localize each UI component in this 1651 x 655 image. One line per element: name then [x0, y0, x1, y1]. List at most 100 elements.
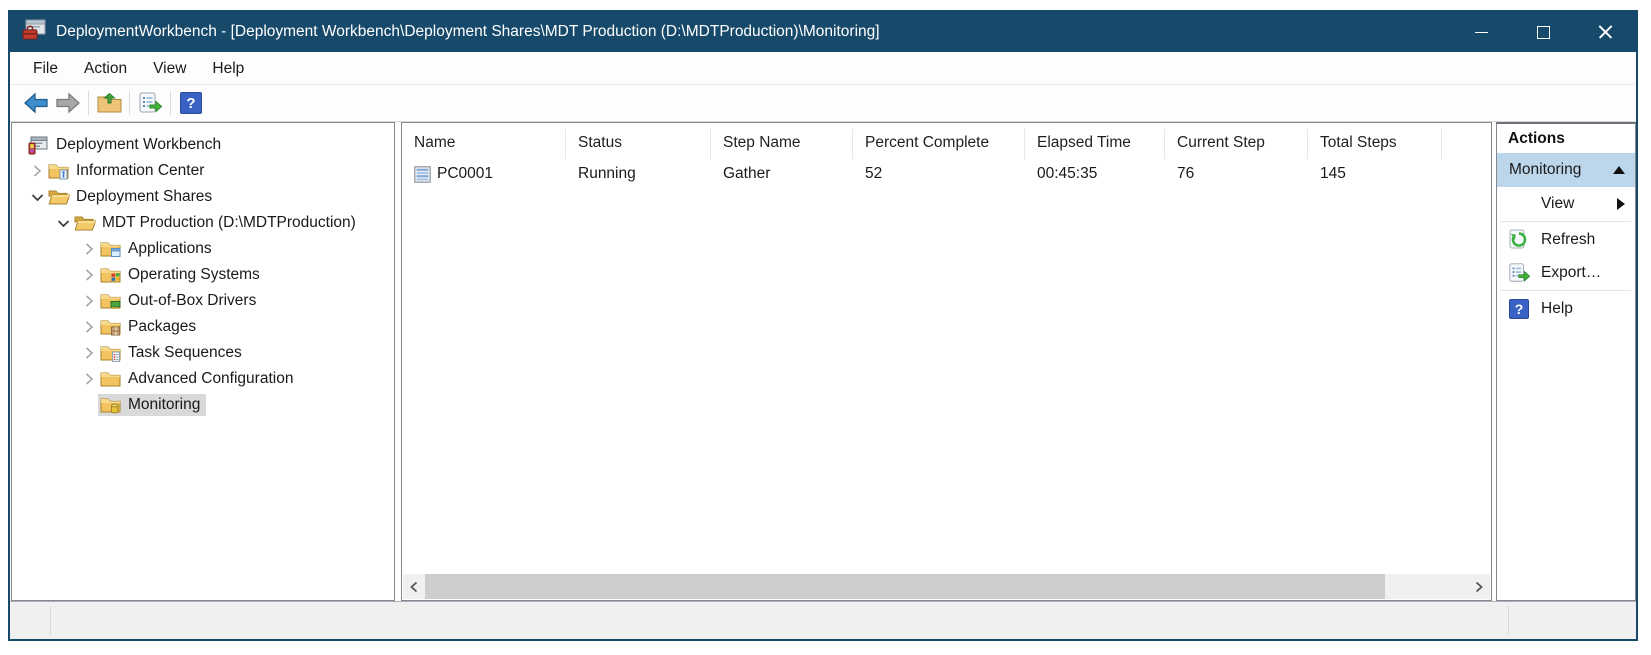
mmc-console-icon	[22, 19, 46, 46]
toolbar-separator	[170, 91, 171, 115]
action-refresh[interactable]: Refresh	[1497, 223, 1635, 256]
operating-systems-folder-icon	[100, 266, 122, 284]
export-list-button[interactable]	[134, 88, 166, 118]
action-label: View	[1541, 194, 1575, 212]
tree-item-advanced-configuration[interactable]: Advanced Configuration	[12, 366, 394, 392]
forward-icon	[56, 92, 80, 114]
chevron-right-icon[interactable]	[78, 346, 100, 360]
chevron-right-icon[interactable]	[78, 320, 100, 334]
menu-bar: File Action View Help	[10, 52, 1636, 85]
help-icon: ?	[1509, 298, 1529, 319]
menu-action[interactable]: Action	[83, 59, 128, 77]
open-folder-icon	[74, 214, 96, 232]
forward-button[interactable]	[52, 88, 84, 118]
refresh-icon	[1507, 229, 1531, 251]
action-view[interactable]: View	[1497, 187, 1635, 220]
column-header-elapsed-time[interactable]: Elapsed Time	[1025, 129, 1165, 159]
scroll-right-button[interactable]	[1468, 574, 1490, 599]
tree-item-packages[interactable]: Packages	[12, 314, 394, 340]
scrollbar-thumb[interactable]	[425, 574, 1385, 599]
actions-group-monitoring[interactable]: Monitoring	[1497, 153, 1635, 187]
maximize-icon	[1536, 25, 1550, 39]
chevron-right-icon[interactable]	[78, 294, 100, 308]
tree-item-applications[interactable]: Applications	[12, 236, 394, 262]
cell-step-name: Gather	[723, 165, 771, 182]
column-header-name[interactable]: Name	[402, 129, 566, 159]
chevron-right-icon[interactable]	[78, 242, 100, 256]
chevron-down-icon[interactable]	[26, 190, 48, 204]
scroll-left-button[interactable]	[403, 574, 425, 599]
minimize-button[interactable]	[1450, 12, 1512, 52]
tree-item-label: Task Sequences	[128, 344, 242, 361]
horizontal-scrollbar[interactable]	[403, 574, 1490, 599]
scrollbar-track[interactable]	[1385, 574, 1468, 599]
tree-item-deployment-workbench[interactable]: Deployment Workbench	[12, 132, 394, 158]
close-icon	[1598, 25, 1613, 40]
back-button[interactable]	[20, 88, 52, 118]
scroll-left-icon	[410, 581, 418, 592]
menu-view[interactable]: View	[153, 59, 187, 77]
monitoring-folder-icon	[100, 396, 122, 414]
toolbar-separator	[129, 91, 130, 115]
maximize-button[interactable]	[1512, 12, 1574, 52]
tree-item-label: Deployment Shares	[76, 188, 213, 205]
close-button[interactable]	[1574, 12, 1636, 52]
table-row[interactable]: PC0001 Running Gather 52 00:45:35 76 145	[402, 159, 1491, 189]
tree-item-task-sequences[interactable]: Task Sequences	[12, 340, 394, 366]
action-label: Help	[1541, 299, 1573, 317]
chevron-placeholder	[78, 398, 100, 412]
cell-total-steps: 145	[1320, 165, 1346, 182]
tree-item-mdt-production[interactable]: MDT Production (D:\MDTProduction)	[12, 210, 394, 236]
deployment-workbench-window: DeploymentWorkbench - [Deployment Workbe…	[8, 10, 1638, 641]
column-header-step-name[interactable]: Step Name	[711, 129, 853, 159]
packages-folder-icon	[100, 318, 122, 336]
chevron-down-icon[interactable]	[52, 216, 74, 230]
results-pane: Name Status Step Name Percent Complete E…	[401, 122, 1492, 601]
statusbar-separator	[1508, 606, 1509, 635]
tree-item-information-center[interactable]: Information Center	[12, 158, 394, 184]
cell-name: PC0001	[437, 165, 494, 182]
statusbar-separator	[50, 606, 51, 635]
task-sequences-folder-icon	[100, 344, 122, 362]
column-header-current-step[interactable]: Current Step	[1165, 129, 1308, 159]
monitored-computer-icon	[414, 165, 431, 183]
column-header-status[interactable]: Status	[566, 129, 711, 159]
actions-separator	[1501, 290, 1631, 291]
tree-item-label: Operating Systems	[128, 266, 260, 283]
actions-pane: Actions Monitoring View	[1496, 122, 1636, 601]
column-header-percent-complete[interactable]: Percent Complete	[853, 129, 1025, 159]
menu-file[interactable]: File	[33, 59, 58, 77]
actions-pane-title: Actions	[1508, 130, 1565, 147]
window-title: DeploymentWorkbench - [Deployment Workbe…	[56, 23, 880, 40]
back-icon	[24, 92, 48, 114]
chevron-right-icon[interactable]	[78, 268, 100, 282]
actions-group-label: Monitoring	[1509, 161, 1582, 178]
chevron-right-icon[interactable]	[78, 372, 100, 386]
tree-item-monitoring[interactable]: Monitoring	[12, 392, 394, 418]
up-one-level-button[interactable]	[93, 88, 125, 118]
console-content: Deployment Workbench Information Center	[10, 122, 1636, 601]
open-folder-icon	[48, 188, 70, 206]
collapse-group-icon[interactable]	[1613, 166, 1625, 174]
menu-help[interactable]: Help	[212, 59, 245, 77]
applications-folder-icon	[100, 240, 122, 258]
cell-elapsed-time: 00:45:35	[1037, 165, 1098, 182]
tree-item-label: Packages	[128, 318, 197, 335]
tree-item-out-of-box-drivers[interactable]: Out-of-Box Drivers	[12, 288, 394, 314]
help-button[interactable]: ?	[175, 88, 207, 118]
chevron-right-icon[interactable]	[26, 164, 48, 178]
action-export[interactable]: Export…	[1497, 256, 1635, 289]
submenu-arrow-icon	[1617, 197, 1625, 210]
column-header-total-steps[interactable]: Total Steps	[1308, 129, 1442, 159]
tree-item-label: Applications	[128, 240, 212, 257]
workbench-icon	[28, 136, 50, 154]
tree-item-operating-systems[interactable]: Operating Systems	[12, 262, 394, 288]
column-header-filler	[1442, 129, 1491, 159]
title-bar: DeploymentWorkbench - [Deployment Workbe…	[10, 12, 1636, 52]
drivers-folder-icon	[100, 292, 122, 310]
folder-icon	[100, 370, 122, 388]
selected-tree-item: Monitoring	[98, 394, 207, 416]
status-bar	[10, 601, 1636, 639]
action-help[interactable]: ? Help	[1497, 292, 1635, 325]
tree-item-deployment-shares[interactable]: Deployment Shares	[12, 184, 394, 210]
